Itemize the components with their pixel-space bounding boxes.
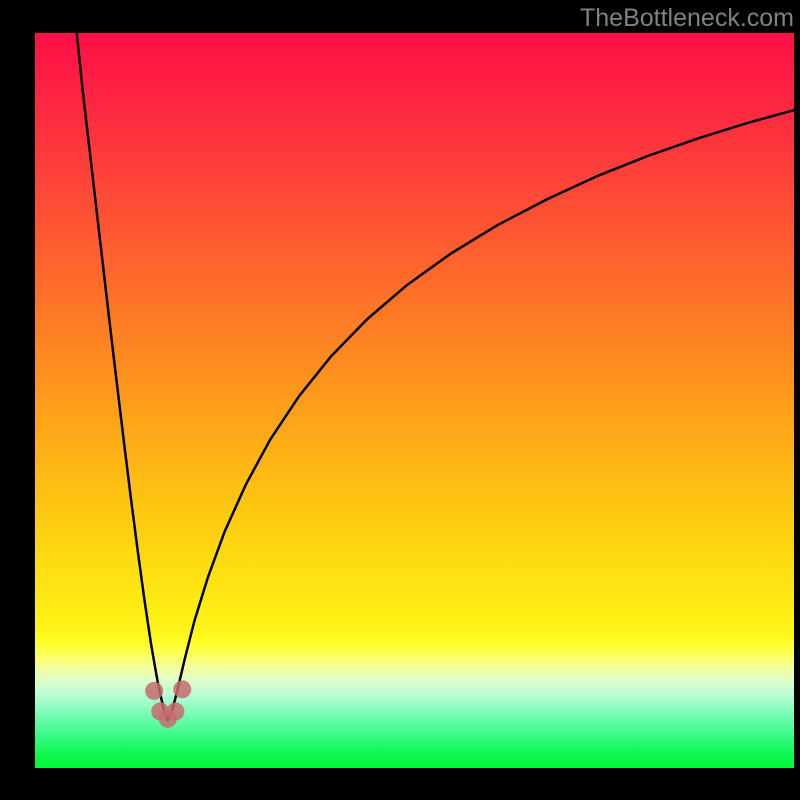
marker-point [166, 702, 184, 720]
curve-left-branch [77, 33, 168, 720]
chart-container [0, 0, 800, 800]
curve-layer [0, 0, 800, 800]
watermark-text: TheBottleneck.com [580, 4, 794, 33]
marker-point [145, 682, 163, 700]
curve-right-branch [168, 110, 794, 720]
marker-point [173, 680, 191, 698]
